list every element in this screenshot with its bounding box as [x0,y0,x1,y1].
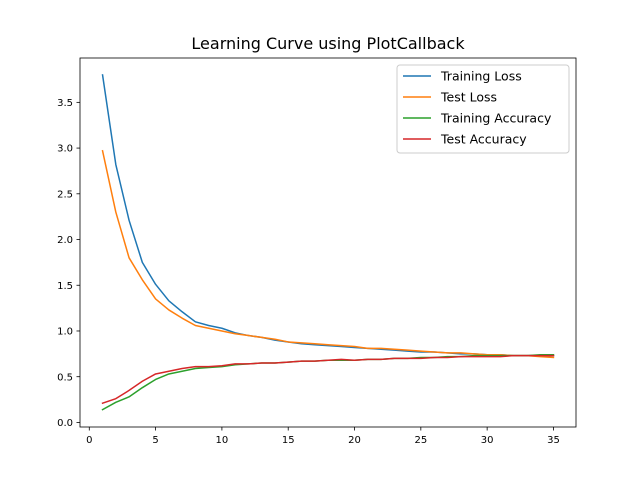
y-tick-label: 3.5 [57,98,73,109]
y-tick-label: 1.0 [57,327,73,338]
series-line-training-accuracy [101,354,555,411]
x-tick-label: 25 [414,435,427,446]
legend-label: Training Loss [440,69,522,84]
tick-labels: 0 5 10 15 20 25 30 35 0.0 0.5 1.0 1.5 2.0 2.5 3.0 3.5 [57,98,560,446]
legend-label: Training Accuracy [440,111,552,126]
x-tick-label: 0 [86,435,92,446]
series-lines [101,74,555,411]
legend: Training Loss Test Loss Training Accuracy T… [396,64,570,154]
y-tick-label: 1.5 [57,281,73,292]
legend-label: Test Loss [440,90,497,105]
axes [76,57,577,431]
x-tick-label: 15 [282,435,295,446]
legend-label: Test Accuracy [440,132,527,147]
y-tick-label: 0.0 [57,418,73,429]
x-tick-label: 20 [348,435,361,446]
y-tick-label: 3.0 [57,144,73,155]
x-tick-label: 30 [481,435,494,446]
x-tick-label: 5 [152,435,158,446]
series-line-test-accuracy [101,354,555,405]
x-tick-label: 35 [547,435,560,446]
plot-frame [79,57,577,428]
y-tick-label: 0.5 [57,372,73,383]
legend-box [396,64,570,154]
y-tick-label: 2.0 [57,235,73,246]
x-tick-label: 10 [216,435,229,446]
y-tick-label: 2.5 [57,189,73,200]
series-line-test-loss [101,149,555,359]
chart-title: Learning Curve using PlotCallback [191,34,465,53]
